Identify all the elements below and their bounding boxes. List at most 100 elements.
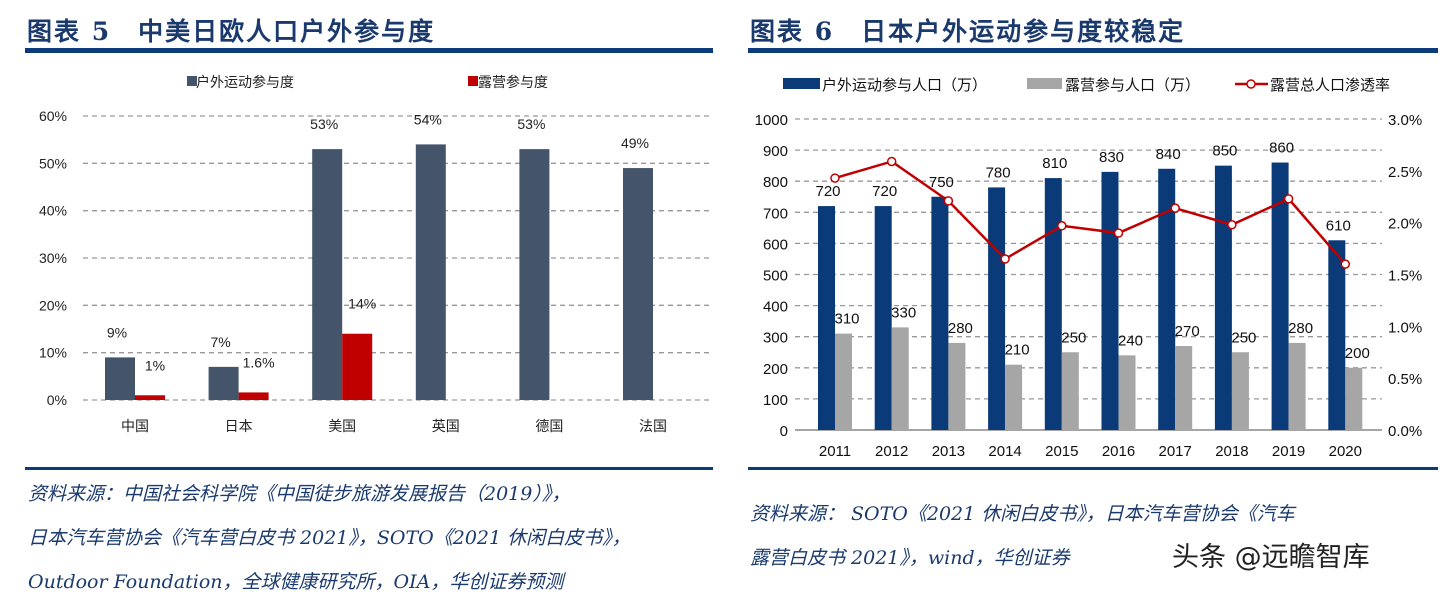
y2-tick-label: 1.0% — [1388, 319, 1422, 336]
y2-tick-label: 2.0% — [1388, 216, 1422, 233]
data-label: 49% — [621, 135, 649, 151]
data-label: 850 — [1212, 143, 1237, 160]
data-label: 280 — [948, 320, 973, 337]
x-tick-label: 德国 — [535, 418, 563, 434]
y-tick-label: 500 — [763, 268, 788, 285]
penetration-rate-point — [1283, 194, 1294, 204]
y2-tick-label: 2.5% — [1388, 164, 1422, 181]
camping-population-bar — [948, 342, 966, 430]
camping-population-bar — [1175, 346, 1193, 430]
penetration-rate-point — [1170, 203, 1180, 213]
outdoor-bar — [519, 149, 550, 400]
legend-label: 露营参与度 — [478, 74, 548, 90]
x-tick-label: 中国 — [121, 418, 149, 434]
legend-label: 户外运动参与人口（万） — [822, 77, 987, 94]
x-tick-label: 法国 — [639, 418, 667, 434]
y-tick-label: 700 — [763, 205, 788, 222]
y2-tick-label: 0.0% — [1388, 423, 1422, 440]
outdoor-population-bar — [1271, 162, 1289, 431]
right-source: 资料来源： SOTO《2021 休闲白皮书》，日本汽车营协会《汽车 露营白皮书 … — [750, 492, 1295, 580]
y-tick-label: 200 — [763, 361, 788, 378]
data-label: 1% — [145, 357, 165, 373]
outdoor-population-bar — [874, 206, 892, 430]
source-line: 资料来源：中国社会科学院《中国徒步旅游发展报告（2019）》， — [28, 483, 571, 505]
data-label: 53% — [310, 116, 338, 132]
legend-label: 露营总人口渗透率 — [1270, 77, 1390, 94]
x-tick-label: 2013 — [932, 443, 965, 460]
data-label: 210 — [1005, 342, 1030, 359]
data-label: 750 — [929, 174, 954, 191]
outdoor-population-bar — [988, 187, 1006, 430]
y-tick-label: 30% — [39, 250, 67, 266]
source-line: Outdoor Foundation，全球健康研究所，OIA，华创证券预测 — [28, 571, 564, 593]
source-line: 日本汽车营协会《汽车营白皮书 2021》，SOTO《2021 休闲白皮书》， — [28, 527, 631, 549]
data-label: 810 — [1042, 155, 1067, 172]
data-label: 280 — [1288, 320, 1313, 337]
data-label: 610 — [1326, 217, 1351, 234]
y2-tick-label: 0.5% — [1388, 371, 1422, 388]
y-tick-label: 60% — [39, 108, 67, 124]
outdoor-population-bar — [818, 206, 835, 430]
y-tick-label: 10% — [39, 345, 67, 361]
x-tick-label: 2012 — [875, 443, 908, 460]
x-tick-label: 2016 — [1102, 443, 1135, 460]
y-tick-label: 300 — [763, 330, 788, 347]
outdoor-population-bar — [1101, 171, 1119, 430]
y-tick-label: 100 — [763, 392, 788, 409]
outdoor-population-bar — [1214, 165, 1232, 430]
y-tick-label: 400 — [763, 299, 788, 316]
x-tick-label: 2018 — [1215, 443, 1248, 460]
y-tick-label: 800 — [763, 174, 788, 191]
camping-population-bar — [1005, 364, 1023, 430]
legend-label: 露营参与人口（万） — [1065, 77, 1200, 94]
camping-population-bar — [835, 333, 852, 430]
data-label: 250 — [1231, 329, 1256, 346]
data-label: 780 — [986, 164, 1011, 181]
outdoor-population-bar — [931, 196, 949, 430]
penetration-rate-point — [1113, 228, 1124, 238]
x-tick-label: 2019 — [1272, 443, 1305, 460]
data-label: 830 — [1099, 149, 1124, 166]
x-tick-label: 2011 — [819, 443, 851, 460]
x-tick-label: 2020 — [1329, 443, 1362, 460]
penetration-rate-point — [1057, 221, 1067, 231]
y2-tick-label: 3.0% — [1388, 112, 1422, 129]
outdoor-bar — [415, 144, 446, 400]
camping-population-bar — [1288, 342, 1306, 430]
source-line: 露营白皮书 2021》，wind，华创证券 — [750, 547, 1070, 569]
data-label: 7% — [210, 334, 230, 350]
data-label: 53% — [517, 116, 545, 132]
y-tick-label: 0 — [780, 423, 788, 440]
legend-swatch — [187, 76, 197, 86]
outdoor-population-bar — [1044, 178, 1062, 430]
penetration-rate-line — [834, 160, 1347, 265]
x-tick-label: 美国 — [328, 418, 356, 434]
right-bottom-rule — [748, 467, 1438, 470]
data-label: 250 — [1061, 329, 1086, 346]
y-tick-label: 600 — [763, 236, 788, 253]
right-figure-title: 图表 6 日本户外运动参与度较稳定 — [750, 17, 1186, 46]
outdoor-bar — [312, 149, 343, 400]
data-label: 840 — [1156, 146, 1181, 163]
outdoor-population-bar — [1328, 240, 1346, 430]
y-tick-label: 40% — [39, 203, 67, 219]
y-tick-label: 1000 — [755, 112, 788, 129]
left-title-rule — [25, 48, 713, 53]
data-label: 720 — [872, 183, 897, 200]
camping-bar — [238, 392, 269, 400]
outdoor-population-bar — [1158, 168, 1176, 430]
y-tick-label: 900 — [763, 143, 788, 160]
data-label: 310 — [834, 311, 859, 328]
data-label: 860 — [1269, 140, 1294, 157]
data-label: 270 — [1175, 323, 1200, 340]
penetration-rate-point — [943, 196, 954, 206]
outdoor-bar — [208, 366, 239, 400]
penetration-rate-point — [1000, 254, 1010, 264]
right-title-rule — [748, 48, 1438, 53]
x-tick-label: 2014 — [988, 443, 1021, 460]
penetration-rate-point — [886, 156, 897, 167]
x-tick-label: 日本 — [225, 418, 253, 434]
legend-swatch — [783, 78, 820, 89]
left-bottom-rule — [25, 467, 713, 470]
